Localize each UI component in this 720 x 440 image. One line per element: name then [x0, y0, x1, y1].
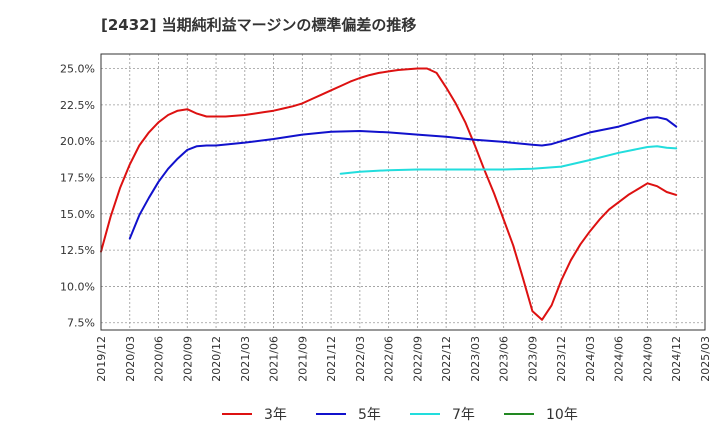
x-tick-label: 2023/09 — [526, 336, 539, 382]
legend: 3年 5年 7年 10年 — [222, 407, 578, 423]
series-line-1 — [100, 67, 678, 321]
y-tick-label: 10.0% — [60, 280, 95, 293]
y-tick-label: 17.5% — [60, 171, 95, 184]
legend-label-2: 5年 — [358, 407, 381, 423]
series-line-2 — [128, 116, 678, 240]
series-line-3 — [339, 145, 678, 175]
x-tick-label: 2021/03 — [239, 336, 252, 382]
x-tick-label: 2024/09 — [641, 336, 654, 382]
legend-label-4: 10年 — [546, 407, 578, 423]
x-tick-label: 2023/03 — [469, 336, 482, 382]
x-tick-label: 2019/12 — [95, 336, 108, 382]
x-tick-label: 2024/12 — [670, 336, 683, 382]
x-tick-label: 2020/06 — [153, 336, 166, 382]
y-tick-label: 22.5% — [60, 99, 95, 112]
x-tick-label: 2025/03 — [699, 336, 712, 382]
x-tick-label: 2020/09 — [181, 336, 194, 382]
y-tick-label: 15.0% — [60, 208, 95, 221]
grid — [100, 54, 706, 330]
x-tick-label: 2021/12 — [325, 336, 338, 382]
y-tick-label: 25.0% — [60, 63, 95, 76]
x-tick-label: 2023/06 — [498, 336, 511, 382]
x-tick-label: 2022/03 — [354, 336, 367, 382]
y-tick-label: 20.0% — [60, 135, 95, 148]
chart-title: [2432] 当期純利益マージンの標準偏差の推移 — [101, 16, 417, 34]
y-axis-ticks: 7.5% 10.0% 12.5% 15.0% 17.5% 20.0% 22.5% 25.0% — [60, 63, 95, 330]
legend-label-3: 7年 — [452, 407, 475, 423]
x-tick-label: 2020/03 — [124, 336, 137, 382]
x-tick-label: 2020/12 — [210, 336, 223, 382]
x-axis-ticks: 2019/12 2020/03 2020/06 2020/09 2020/12 2021/… — [95, 336, 712, 382]
x-tick-label: 2022/12 — [440, 336, 453, 382]
x-tick-label: 2023/12 — [555, 336, 568, 382]
y-tick-label: 7.5% — [67, 317, 95, 330]
x-tick-label: 2022/06 — [383, 336, 396, 382]
plot-border — [100, 53, 706, 331]
series-lines — [100, 67, 678, 321]
x-tick-label: 2021/09 — [296, 336, 309, 382]
y-tick-label: 12.5% — [60, 244, 95, 257]
plot-background — [101, 54, 705, 330]
legend-label-1: 3年 — [264, 407, 287, 423]
x-tick-label: 2024/06 — [613, 336, 626, 382]
x-tick-label: 2024/03 — [584, 336, 597, 382]
x-tick-label: 2022/09 — [411, 336, 424, 382]
x-tick-label: 2021/06 — [268, 336, 281, 382]
